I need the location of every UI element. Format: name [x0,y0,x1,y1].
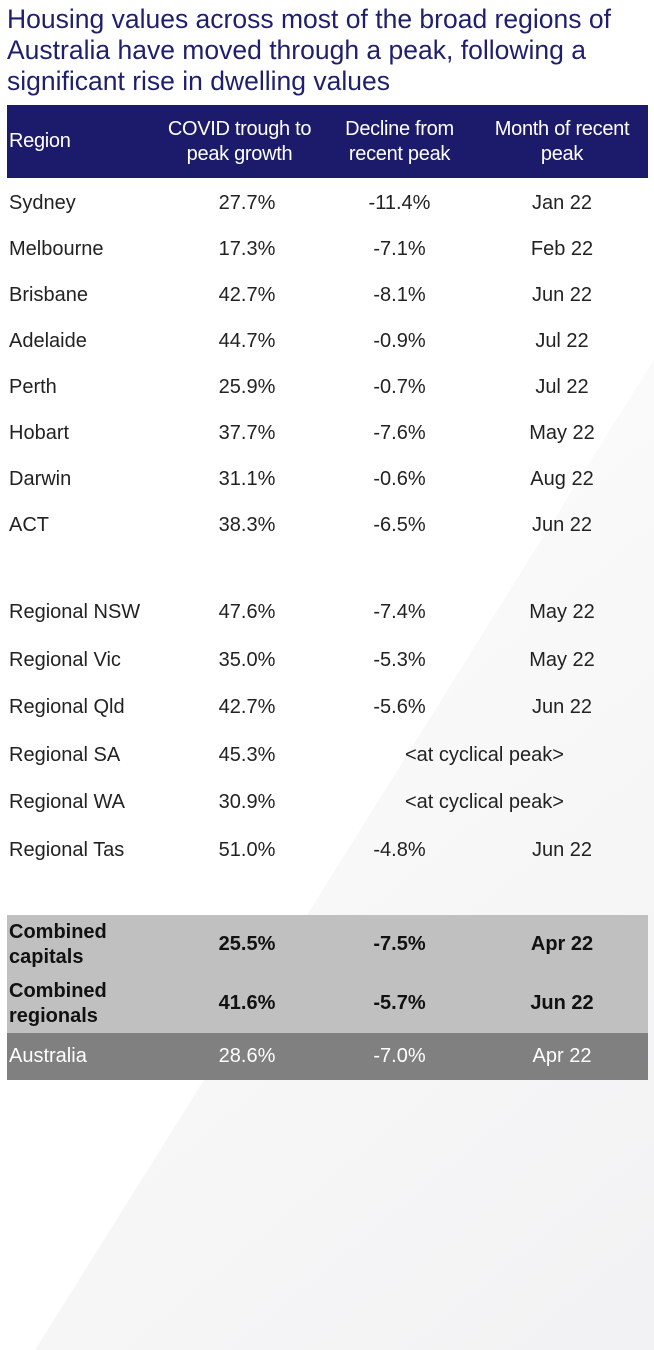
decline-cell: -7.6% [373,421,426,444]
column-header-decline: Decline from recent peak [345,117,454,165]
note-cell: <at cyclical peak> [405,791,564,814]
note-cell: <at cyclical peak> [405,743,564,766]
month-cell: May 22 [529,421,595,444]
region-cell: Combined regionals [9,979,107,1027]
region-cell: Regional Vic [9,648,121,671]
region-cell: Brisbane [9,283,88,306]
region-cell: Hobart [9,421,70,444]
table-row: Hobart 37.7% -7.6% May 22 [7,410,648,456]
table-row: Regional Vic 35.0% -5.3% May 22 [7,637,648,685]
region-cell: Australia [9,1045,87,1067]
growth-cell: 31.1% [218,467,276,490]
table-row: Regional Tas 51.0% -4.8% Jun 22 [7,827,648,875]
month-cell: Jul 22 [535,375,589,398]
month-cell: Jun 22 [531,838,593,861]
decline-cell: -0.6% [373,467,426,490]
table-row: Brisbane 42.7% -8.1% Jun 22 [7,272,648,318]
decline-cell: -0.9% [373,329,426,352]
decline-cell: -8.1% [373,283,426,306]
decline-cell: -0.7% [373,375,426,398]
month-cell: Jun 22 [530,992,594,1014]
table-row: Adelaide 44.7% -0.9% Jul 22 [7,318,648,364]
table-row: Regional Qld 42.7% -5.6% Jun 22 [7,684,648,732]
month-cell: Jan 22 [531,191,593,214]
table-row: Perth 25.9% -0.7% Jul 22 [7,364,648,410]
decline-cell: -5.6% [373,696,426,719]
decline-cell: -7.4% [373,601,426,624]
region-cell: Darwin [9,467,72,490]
column-header-month: Month of recent peak [494,117,630,165]
table-header: Region COVID trough to peak growth Decli… [7,105,648,178]
month-cell: Jun 22 [531,283,593,306]
decline-cell: -4.8% [373,838,426,861]
month-cell: Apr 22 [532,1045,592,1067]
decline-cell: -5.3% [373,648,426,671]
growth-cell: 25.5% [218,933,276,955]
decline-cell: -7.0% [373,1045,426,1067]
column-header-region: Region [9,130,71,152]
region-cell: Adelaide [9,329,87,352]
month-cell: Jul 22 [535,329,589,352]
table-row: ACT 38.3% -6.5% Jun 22 [7,502,648,548]
growth-cell: 27.7% [218,191,276,214]
growth-cell: 42.7% [218,696,276,719]
growth-cell: 45.3% [218,743,276,766]
month-cell: Apr 22 [530,933,594,955]
growth-cell: 25.9% [218,375,276,398]
decline-cell: -11.4% [368,191,431,214]
table-row: Sydney 27.7% -11.4% Jan 22 [7,180,648,226]
region-cell: Regional NSW [9,601,141,624]
column-header-growth: COVID trough to peak growth [167,117,312,165]
month-cell: May 22 [529,648,595,671]
table-row: Combined regionals 41.6% -5.7% Jun 22 [7,974,648,1033]
month-cell: Jun 22 [531,513,593,536]
growth-cell: 44.7% [218,329,276,352]
growth-cell: 41.6% [218,992,276,1014]
table-row: Regional SA 45.3% <at cyclical peak> [7,732,648,780]
decline-cell: -5.7% [373,992,426,1014]
region-cell: Perth [9,375,57,398]
region-cell: Sydney [9,191,76,214]
month-cell: Aug 22 [530,467,594,490]
region-cell: Regional Tas [9,838,125,861]
table-row: Melbourne 17.3% -7.1% Feb 22 [7,226,648,272]
growth-cell: 37.7% [218,421,276,444]
region-cell: Regional WA [9,791,125,814]
growth-cell: 47.6% [218,601,276,624]
growth-cell: 51.0% [218,838,276,861]
region-cell: Regional SA [9,743,121,766]
month-cell: Feb 22 [530,237,594,260]
table-row: Australia 28.6% -7.0% Apr 22 [7,1033,648,1080]
table-row: Combined capitals 25.5% -7.5% Apr 22 [7,915,648,974]
growth-cell: 38.3% [218,513,276,536]
growth-cell: 17.3% [218,237,276,260]
growth-cell: 42.7% [218,283,276,306]
decline-cell: -6.5% [373,513,426,536]
growth-cell: 35.0% [218,648,276,671]
decline-cell: -7.1% [373,237,426,260]
region-cell: ACT [9,513,49,536]
region-cell: Combined capitals [9,920,107,968]
page-title: Housing values across most of the broad … [7,4,611,96]
region-cell: Regional Qld [9,696,125,719]
month-cell: Jun 22 [531,696,593,719]
growth-cell: 28.6% [218,1045,276,1067]
month-cell: May 22 [529,601,595,624]
table-row: Regional WA 30.9% <at cyclical peak> [7,779,648,827]
table-row: Darwin 31.1% -0.6% Aug 22 [7,456,648,502]
growth-cell: 30.9% [218,791,276,814]
table-row: Regional NSW 47.6% -7.4% May 22 [7,589,648,637]
region-cell: Melbourne [9,237,104,260]
decline-cell: -7.5% [373,933,426,955]
